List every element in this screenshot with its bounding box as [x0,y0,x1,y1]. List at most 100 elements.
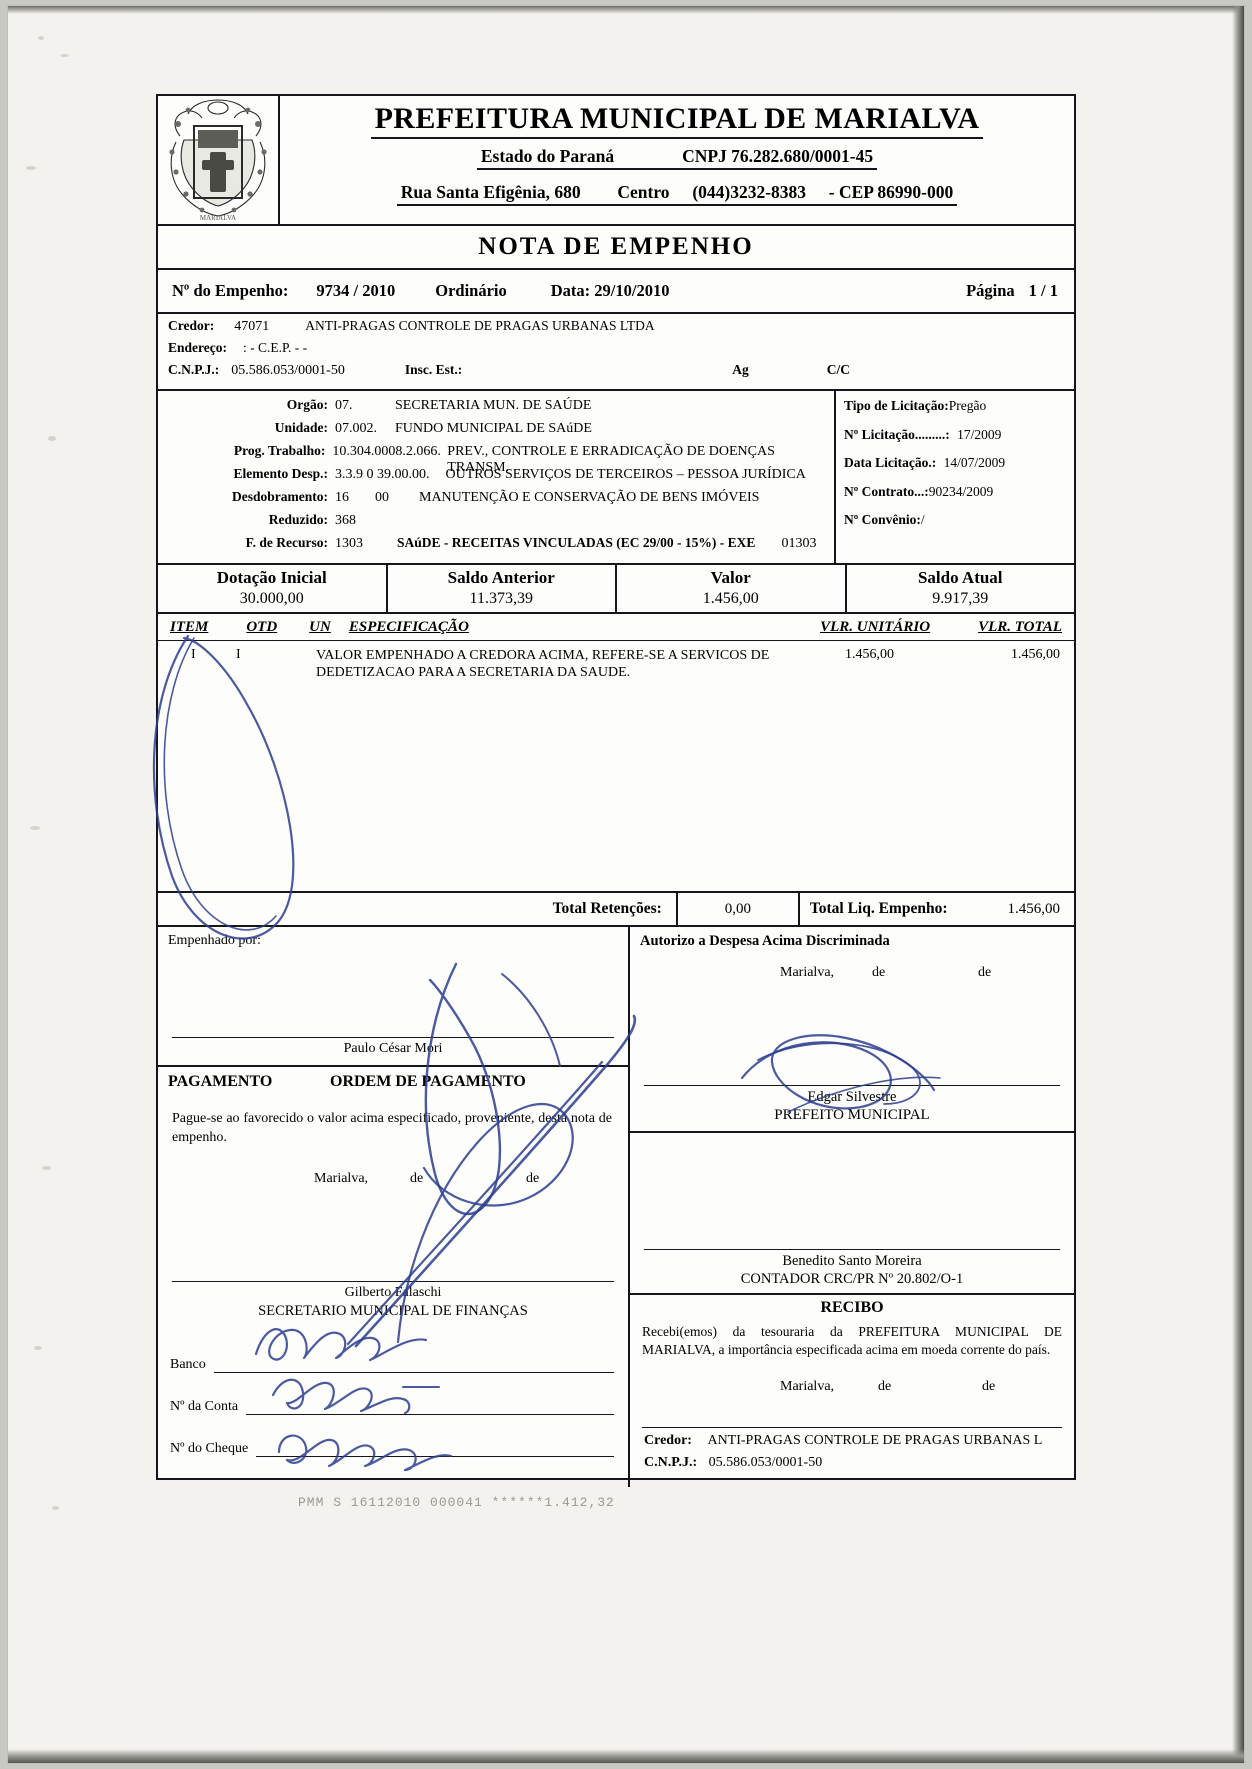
empenhado-por-label: Empenhado por: [168,933,261,948]
pagamento-de-2: de [526,1171,540,1186]
elemento-despesa-label: Elemento Desp.: [233,466,329,481]
dotacao-inicial-header: Dotação Inicial [216,568,327,587]
desdobramento-label: Desdobramento: [232,489,328,504]
autorizo-de-2: de [978,965,992,980]
orgao-descricao: SECRETARIA MUN. DE SAÚDE [395,398,592,413]
scanned-page: MARIALVA PREFEITURA MUNICIPAL DE MARIALV… [8,6,1244,1763]
contador-cargo: CONTADOR CRC/PR Nº 20.802/O-1 [740,1271,964,1287]
desdobramento-descricao: MANUTENÇÃO E CONSERVAÇÃO DE BENS IMÓVEIS [419,490,760,505]
conta-input[interactable] [246,1394,614,1415]
contrato-label: Nº Contrato...: [844,483,929,499]
dotacao-fields: Orgão: 07. SECRETARIA MUN. DE SAÚDE Unid… [158,391,836,563]
secretario-nome: Gilberto Falaschi [344,1285,442,1300]
fonte-recurso-codigo: 1303 [335,536,363,551]
total-retencoes-label: Total Retenções: [552,900,662,917]
dotacao-valores-table: Dotação Inicial 30.000,00 Saldo Anterior… [158,565,1074,614]
divider-contador [630,1131,1074,1133]
recibo-credor-nome: ANTI-PRAGAS CONTROLE DE PRAGAS URBANAS L [707,1433,1043,1448]
contrato-line: Nº Contrato...:90234/2009 [844,484,1074,513]
banco-field[interactable]: Banco [158,1331,628,1373]
prog-trabalho-descricao: PREV., CONTROLE E ERRADICAÇÃO DE DOENÇAS… [447,444,775,475]
item-quantidade: I [236,647,241,662]
licitacao-fields: Tipo de Licitação:Pregão Nº Licitação...… [836,391,1074,563]
recibo-cidade: Marialva, [780,1379,835,1394]
credor-block: Credor: 47071 ANTI-PRAGAS CONTROLE DE PR… [158,314,1074,391]
cheque-field[interactable]: Nº do Cheque [158,1415,628,1457]
saldo-anterior-value: 11.373,39 [469,590,533,607]
signature-section: Empenhado por: Paulo César Mori PAGAMENT… [158,927,1074,1487]
pagamento-texto: Pague-se ao favorecido o valor acima esp… [172,1111,612,1145]
pagamento-title: PAGAMENTO [168,1073,273,1090]
numero-licitacao-line: Nº Licitação.........: 17/2009 [844,427,1074,456]
cnpj-value: 05.586.053/0001-50 [231,363,345,378]
scan-edge-top [8,6,1244,14]
banco-label: Banco [170,1357,206,1372]
elemento-despesa-codigo: 3.3.9 0 39.00.00. [335,467,430,482]
autorizo-label: Autorizo a Despesa Acima Discriminada [640,933,890,949]
svg-text:MARIALVA: MARIALVA [200,214,236,222]
desdobramento-codigo-2: 00 [375,490,389,505]
endereco-label: Endereço: [168,340,227,355]
col-vlr-unitario: VLR. UNITÁRIO [820,618,931,635]
fonte-recurso-line: F. de Recurso: 1303 SAúDE - RECEITAS VIN… [158,535,834,558]
recibo-credor-label: Credor: [644,1433,692,1448]
prefeito-signature-line [644,1085,1060,1086]
elemento-despesa-descricao: OUTROS SERVIÇOS DE TERCEIROS – PESSOA JU… [445,467,806,482]
tipo-licitacao-value: Pregão [948,398,987,413]
scan-edge-bottom [8,1749,1244,1763]
empenhado-nome: Paulo César Mori [343,1041,443,1056]
scan-edge-right [1232,6,1244,1763]
convenio-value: / [920,512,925,527]
street-address: Rua Santa Efigênia, 680 [400,182,581,202]
reduzido-line: Reduzido: 368 [158,512,834,535]
orgao-codigo: 07. [335,398,353,413]
contador-nome: Benedito Santo Moreira [782,1253,922,1269]
prog-trabalho-label: Prog. Trabalho: [233,443,326,458]
fonte-recurso-codigo-2: 01303 [781,536,817,551]
banco-input[interactable] [213,1352,614,1373]
pagamento-de-1: de [410,1171,424,1186]
totais-row: Total Retenções: 0,00 Total Liq. Empenho… [158,893,1074,927]
empenho-numero-value: 9734 / 2010 [316,281,396,300]
total-liquido-value: 1.456,00 [1007,900,1061,917]
autorizo-cidade: Marialva, [780,965,835,980]
saldo-atual-cell: Saldo Atual 9.917,39 [847,565,1075,612]
ag-label: Ag [732,362,749,377]
scan-footer-code: PMM S 16112010 000041 ******1.412,32 [298,1495,615,1510]
orgao-label: Orgão: [286,397,328,412]
divider-pagamento [158,1065,628,1067]
valor-header: Valor [710,568,751,587]
item-especificacao: VALOR EMPENHADO A CREDORA ACIMA, REFERE-… [316,648,770,680]
data-licitacao-label: Data Licitação.: [844,455,937,470]
unidade-line: Unidade: 07.002. FUNDO MUNICIPAL DE SAúD… [158,420,834,443]
col-vlr-total: VLR. TOTAL [978,618,1062,635]
recibo-cnpj-label: C.N.P.J.: [644,1455,698,1470]
unidade-codigo: 07.002. [335,421,377,436]
total-retencoes-value: 0,00 [675,893,800,925]
saldo-anterior-header: Saldo Anterior [447,568,555,587]
elemento-despesa-line: Elemento Desp.: 3.3.9 0 39.00.00. OUTROS… [158,466,834,489]
prefeito-nome: Edgar Silvestre [807,1089,897,1105]
pagina-label: Página [966,281,1015,300]
empenhado-signature-line [172,1037,614,1038]
insc-est-label: Insc. Est.: [404,362,463,377]
empenho-data: Data: 29/10/2010 [550,281,670,300]
cheque-input[interactable] [256,1436,614,1457]
contador-signature-line [644,1249,1060,1250]
cheque-label: Nº do Cheque [170,1441,249,1456]
col-especificacao: ESPECIFICAÇÃO [348,618,469,635]
contrato-value: 90234/2009 [928,483,994,499]
divider-recibo [630,1293,1074,1295]
saldo-anterior-cell: Saldo Anterior 11.373,39 [388,565,617,612]
pagamento-cidade: Marialva, [314,1171,369,1186]
dotacao-detalhe-block: Orgão: 07. SECRETARIA MUN. DE SAÚDE Unid… [158,391,1074,565]
recibo-cnpj-line: C.N.P.J.: 05.586.053/0001-50 [644,1455,822,1471]
page-title: PREFEITURA MUNICIPAL DE MARIALVA [370,102,984,139]
conta-field[interactable]: Nº da Conta [158,1373,628,1415]
item-vlr-unitario: 1.456,00 [845,647,894,662]
header-subline-2: Rua Santa Efigênia, 680 Centro (044)3232… [396,182,958,206]
empenho-summary-row: Nº do Empenho: 9734 / 2010 Ordinário Dat… [158,270,1074,314]
reduzido-label: Reduzido: [268,512,328,527]
prog-trabalho-codigo: 10.304.0008.2.066. [332,444,441,459]
data-licitacao-value: 14/07/2009 [943,455,1006,470]
